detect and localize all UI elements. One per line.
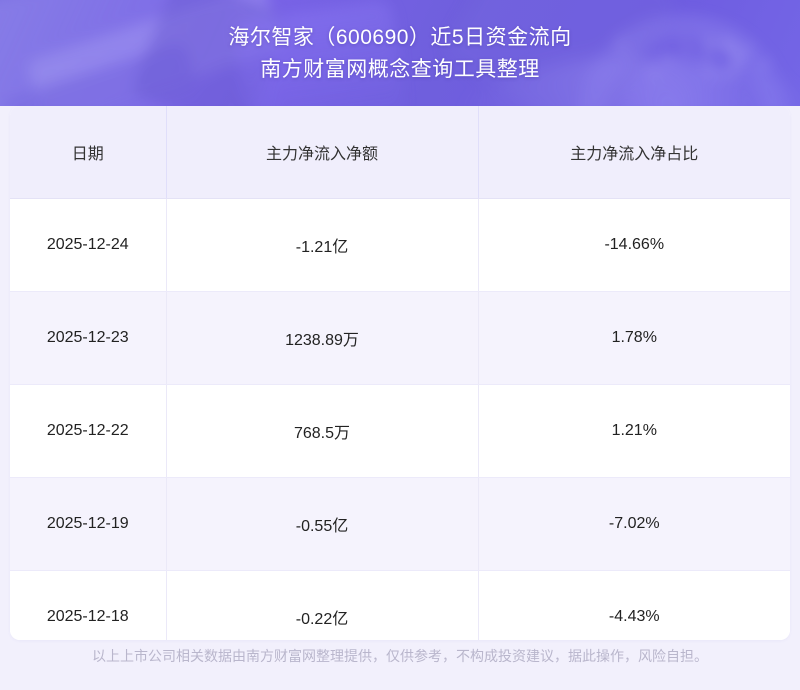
page-subtitle: 南方财富网概念查询工具整理 [260, 58, 540, 81]
cell-net-amount: 768.5万 [166, 384, 479, 478]
table-row: 2025-12-19 -0.55亿 -7.02% [10, 477, 790, 571]
cell-date: 2025-12-24 [10, 198, 167, 292]
fuel-pump-icon [706, 42, 743, 76]
banner-title-block: 海尔智家（600690）近5日资金流向 南方财富网概念查询工具整理 [0, 0, 800, 86]
footer-disclaimer: 以上上市公司相关数据由南方财富网整理提供，仅供参考，不构成投资建议，据此操作，风… [92, 648, 708, 664]
table-header-row: 日期 主力净流入净额 主力净流入净占比 [10, 106, 790, 199]
fund-flow-table: 日期 主力净流入净额 主力净流入净占比 2025-12-24 -1.21亿 -1… [10, 106, 790, 640]
cell-net-ratio: -7.02% [478, 477, 790, 571]
cell-net-amount: -0.22亿 [166, 570, 479, 640]
header-banner: F 海尔智家（600690）近5日资金流向 南方财富网概念查询工具整理 [0, 0, 800, 106]
cell-date: 2025-12-23 [10, 291, 167, 385]
table-body: 2025-12-24 -1.21亿 -14.66% 2025-12-23 123… [10, 198, 790, 640]
cell-date: 2025-12-19 [10, 477, 167, 571]
column-header-net-ratio[interactable]: 主力净流入净占比 [478, 106, 790, 199]
table-row: 2025-12-18 -0.22亿 -4.43% [10, 570, 790, 640]
cell-net-amount: 1238.89万 [166, 291, 479, 385]
page-title: 海尔智家（600690）近5日资金流向 [228, 26, 572, 49]
table-head: 日期 主力净流入净额 主力净流入净占比 [10, 106, 790, 199]
column-header-date[interactable]: 日期 [10, 106, 167, 199]
cell-net-ratio: -14.66% [478, 198, 790, 292]
table-row: 2025-12-22 768.5万 1.21% [10, 384, 790, 478]
cell-net-ratio: -4.43% [478, 570, 790, 640]
cell-net-amount: -0.55亿 [166, 477, 479, 571]
cell-net-ratio: 1.78% [478, 291, 790, 385]
column-header-net-amount[interactable]: 主力净流入净额 [166, 106, 479, 199]
fund-flow-card: 南方财富网 Southmoney.com 日期 主力净流入净额 主力净流入净占比… [10, 106, 790, 640]
table-row: 2025-12-24 -1.21亿 -14.66% [10, 198, 790, 292]
cell-date: 2025-12-22 [10, 384, 167, 478]
gauge-full-label: F [616, 34, 628, 56]
banner-background-art: F [0, 0, 800, 106]
cell-net-amount: -1.21亿 [166, 198, 479, 292]
table-row: 2025-12-23 1238.89万 1.78% [10, 291, 790, 385]
cell-date: 2025-12-18 [10, 570, 167, 640]
cell-net-ratio: 1.21% [478, 384, 790, 478]
